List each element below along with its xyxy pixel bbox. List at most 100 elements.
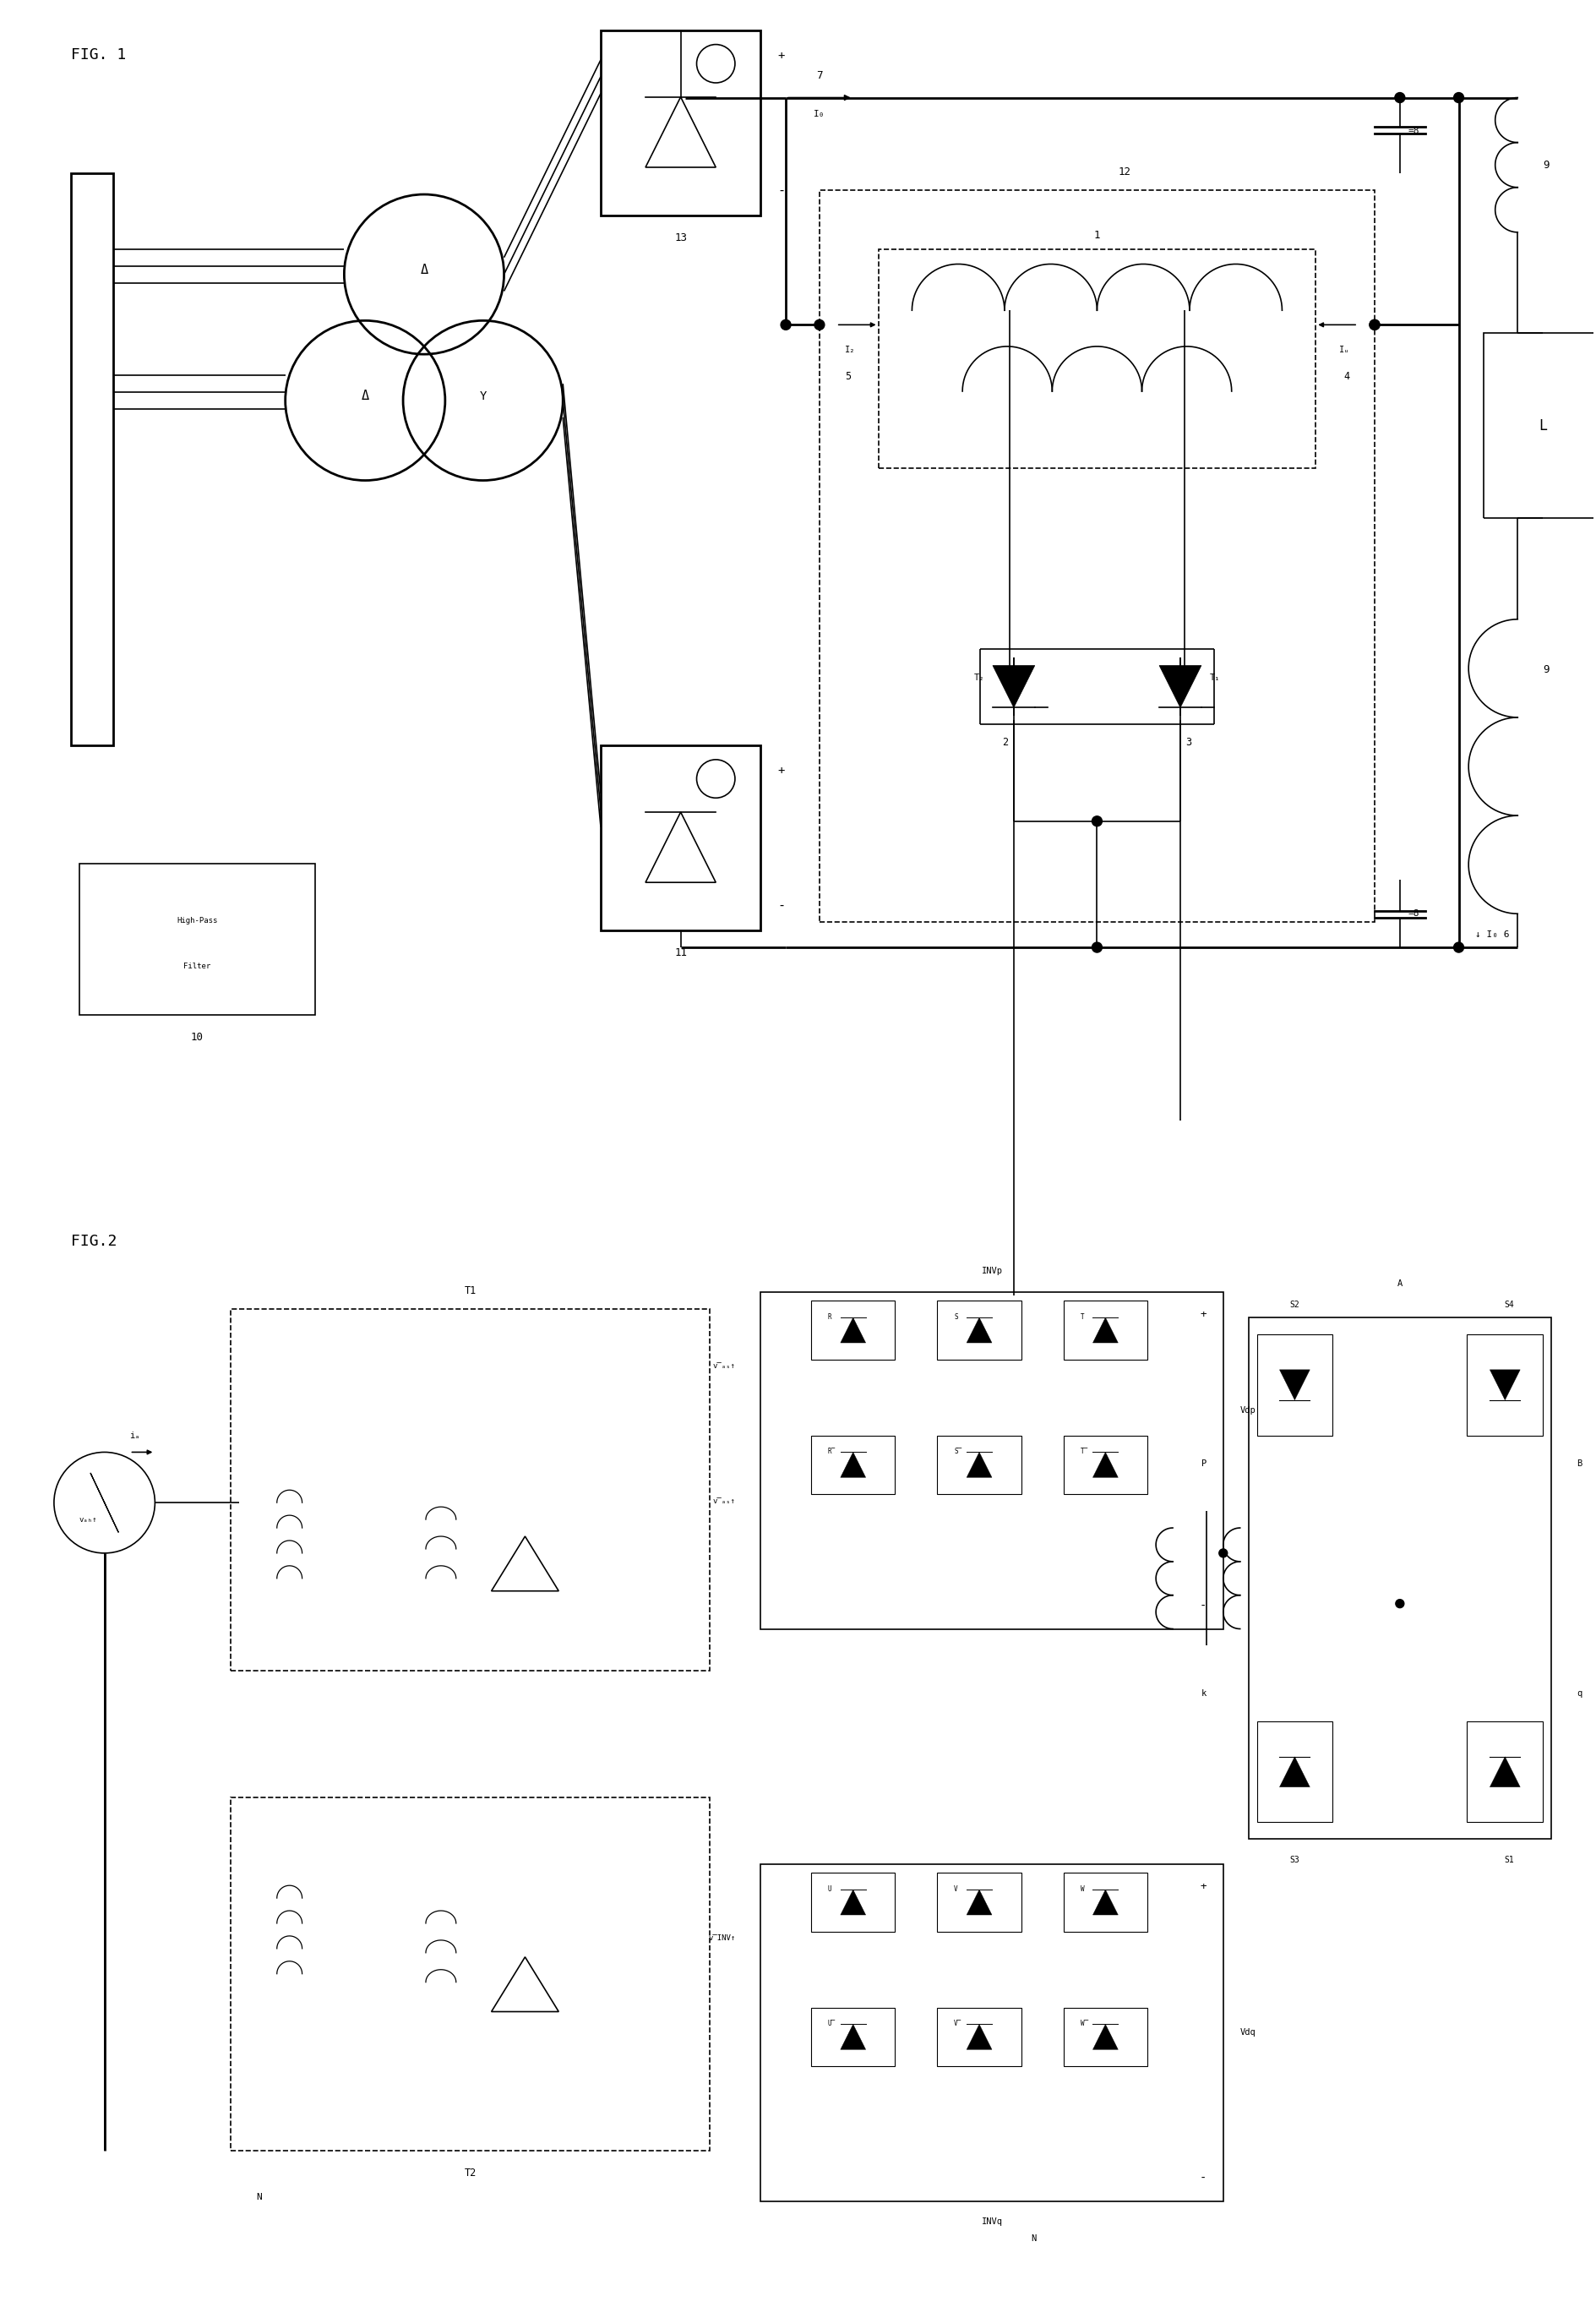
Text: Δ: Δ xyxy=(361,390,369,404)
Bar xyxy=(1467,1333,1542,1435)
Polygon shape xyxy=(1159,664,1200,708)
Bar xyxy=(811,2007,895,2067)
Bar xyxy=(1467,1721,1542,1823)
Text: S2: S2 xyxy=(1290,1301,1299,1308)
Polygon shape xyxy=(839,2023,865,2049)
Text: +: + xyxy=(777,51,784,62)
Bar xyxy=(937,1873,1021,1931)
Text: v̅INV↑: v̅INV↑ xyxy=(707,1936,734,1942)
Text: S̅: S̅ xyxy=(953,1449,961,1456)
Text: 2: 2 xyxy=(1002,736,1007,747)
Text: T₁: T₁ xyxy=(1210,674,1219,683)
Bar xyxy=(1248,1317,1550,1839)
Bar xyxy=(1063,1873,1148,1931)
Bar xyxy=(937,1301,1021,1359)
Polygon shape xyxy=(1278,1756,1309,1788)
Text: 5: 5 xyxy=(844,371,851,383)
Bar xyxy=(1063,1301,1148,1359)
Text: B: B xyxy=(1575,1460,1582,1467)
Polygon shape xyxy=(966,1317,991,1343)
Text: k: k xyxy=(1200,1689,1205,1698)
Polygon shape xyxy=(966,1451,991,1476)
Text: 4: 4 xyxy=(1342,371,1349,383)
Text: +: + xyxy=(1200,1880,1205,1892)
Text: A: A xyxy=(1396,1280,1401,1287)
Polygon shape xyxy=(1278,1370,1309,1400)
Bar xyxy=(760,1864,1223,2201)
Polygon shape xyxy=(1489,1370,1519,1400)
Text: 9: 9 xyxy=(1542,159,1548,171)
Text: INVp: INVp xyxy=(982,1267,1002,1276)
Text: T̅: T̅ xyxy=(1079,1449,1087,1456)
Bar xyxy=(878,249,1315,468)
Text: iₐ: iₐ xyxy=(129,1430,140,1440)
Text: P: P xyxy=(1200,1460,1205,1467)
Bar xyxy=(1483,332,1596,519)
Circle shape xyxy=(780,321,790,330)
Circle shape xyxy=(1452,941,1464,953)
Polygon shape xyxy=(839,1451,865,1476)
Text: S3: S3 xyxy=(1290,1857,1299,1864)
Text: I₂: I₂ xyxy=(844,346,855,355)
Circle shape xyxy=(1092,941,1101,953)
Text: Iᵤ: Iᵤ xyxy=(1337,346,1349,355)
Text: S: S xyxy=(953,1313,958,1322)
Circle shape xyxy=(814,321,824,330)
Text: W̅: W̅ xyxy=(1079,2021,1087,2028)
Text: I₀: I₀ xyxy=(814,111,825,118)
Text: 1: 1 xyxy=(1093,231,1100,240)
Text: -: - xyxy=(777,185,785,196)
Bar xyxy=(1063,2007,1148,2067)
Bar xyxy=(600,745,760,930)
Bar xyxy=(937,2007,1021,2067)
Text: T: T xyxy=(1079,1313,1084,1322)
Bar xyxy=(811,1873,895,1931)
Text: -: - xyxy=(777,900,785,911)
Text: N: N xyxy=(255,2192,262,2201)
Text: L: L xyxy=(1539,418,1547,434)
Text: 9: 9 xyxy=(1542,664,1548,676)
Text: Filter: Filter xyxy=(184,962,211,969)
Text: 11: 11 xyxy=(674,948,686,957)
Text: S4: S4 xyxy=(1503,1301,1513,1308)
Bar xyxy=(937,1435,1021,1495)
Text: N: N xyxy=(1031,2235,1036,2242)
Bar xyxy=(819,189,1374,923)
Text: Δ: Δ xyxy=(420,263,428,277)
Text: 3: 3 xyxy=(1186,736,1191,747)
Circle shape xyxy=(1369,321,1379,330)
Polygon shape xyxy=(1092,2023,1117,2049)
Text: FIG.2: FIG.2 xyxy=(70,1234,117,1248)
Polygon shape xyxy=(993,664,1034,708)
Text: U: U xyxy=(827,1885,832,1894)
Circle shape xyxy=(1369,321,1379,330)
Text: S1: S1 xyxy=(1503,1857,1513,1864)
Text: T1: T1 xyxy=(464,1285,476,1297)
Polygon shape xyxy=(1092,1889,1117,1915)
Bar xyxy=(80,863,314,1015)
Text: +: + xyxy=(1200,1308,1205,1320)
Text: FIG. 1: FIG. 1 xyxy=(70,46,126,62)
Polygon shape xyxy=(839,1317,865,1343)
Text: 7: 7 xyxy=(816,69,822,81)
Bar xyxy=(811,1301,895,1359)
Text: V: V xyxy=(953,1885,958,1894)
Bar xyxy=(230,1308,710,1670)
Text: v̅ₐₛ↑: v̅ₐₛ↑ xyxy=(712,1363,734,1370)
Text: T2: T2 xyxy=(464,2166,476,2178)
Text: High-Pass: High-Pass xyxy=(177,916,217,925)
Circle shape xyxy=(1393,92,1404,104)
Polygon shape xyxy=(966,2023,991,2049)
Polygon shape xyxy=(839,1889,865,1915)
Bar xyxy=(230,1797,710,2150)
Circle shape xyxy=(1452,92,1464,104)
Bar xyxy=(1256,1333,1331,1435)
Text: R: R xyxy=(827,1313,832,1322)
Circle shape xyxy=(1092,817,1101,826)
Text: 13: 13 xyxy=(674,233,686,242)
Text: 10: 10 xyxy=(190,1031,203,1043)
Text: Vdq: Vdq xyxy=(1240,2028,1254,2037)
Text: R̅: R̅ xyxy=(827,1449,835,1456)
Text: U̅: U̅ xyxy=(827,2021,835,2028)
Polygon shape xyxy=(1092,1451,1117,1476)
